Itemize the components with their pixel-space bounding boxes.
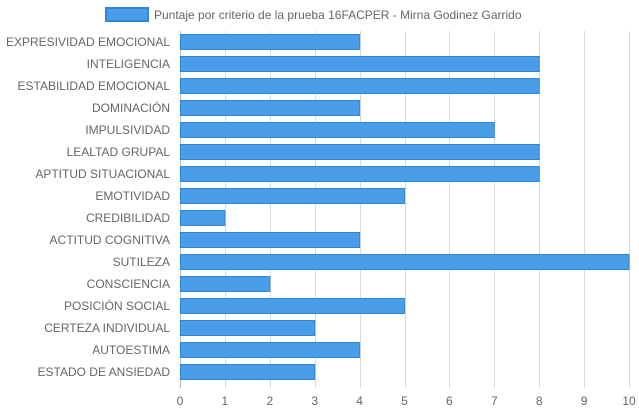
bar-6[interactable] [180, 144, 540, 160]
x-tick-label-0: 0 [177, 394, 184, 408]
bar-9[interactable] [180, 210, 226, 226]
x-tick-label-8: 8 [536, 394, 543, 408]
x-tick-label-6: 6 [446, 394, 453, 408]
y-axis-category-labels: EXPRESIVIDAD EMOCIONAL INTELIGENCIA ESTABI… [6, 35, 170, 379]
category-label-12: CONSCIENCIA [87, 277, 170, 291]
category-label-6: LEALTAD GRUPAL [67, 145, 171, 159]
category-label-13: POSICIÓN SOCIAL [64, 298, 170, 313]
x-tick-label-2: 2 [266, 394, 273, 408]
category-label-4: DOMINACIÓN [92, 100, 170, 115]
category-label-10: ACTITUD COGNITIVA [50, 233, 170, 247]
legend[interactable]: Puntaje por criterio de la prueba 16FACP… [105, 7, 522, 22]
category-label-1: EXPRESIVIDAD EMOCIONAL [6, 35, 170, 49]
bar-13[interactable] [180, 298, 405, 314]
bar-8[interactable] [180, 188, 405, 204]
x-tick-label-3: 3 [311, 394, 318, 408]
category-label-2: INTELIGENCIA [87, 57, 170, 71]
x-tick-label-10: 10 [622, 394, 636, 408]
bar-16[interactable] [180, 364, 316, 380]
legend-label: Puntaje por criterio de la prueba 16FACP… [154, 8, 522, 22]
bar-5[interactable] [180, 122, 495, 138]
category-label-5: IMPULSIVIDAD [85, 123, 170, 137]
legend-swatch [105, 7, 149, 22]
category-label-15: AUTOESTIMA [92, 343, 170, 357]
category-label-8: EMOTIVIDAD [95, 189, 170, 203]
bar-4[interactable] [180, 100, 361, 116]
bars [180, 34, 630, 380]
x-tick-label-9: 9 [581, 394, 588, 408]
bar-7[interactable] [180, 166, 540, 182]
bar-12[interactable] [180, 276, 271, 292]
bar-14[interactable] [180, 320, 316, 336]
bar-10[interactable] [180, 232, 361, 248]
bar-11[interactable] [180, 254, 630, 270]
category-label-16: ESTADO DE ANSIEDAD [38, 365, 171, 379]
bar-2[interactable] [180, 56, 540, 72]
category-label-9: CREDIBILIDAD [86, 211, 170, 225]
x-tick-label-4: 4 [356, 394, 363, 408]
category-label-3: ESTABILIDAD EMOCIONAL [18, 79, 171, 93]
bar-15[interactable] [180, 342, 361, 358]
x-tick-label-1: 1 [222, 394, 229, 408]
bar-3[interactable] [180, 78, 540, 94]
category-label-11: SUTILEZA [113, 255, 170, 269]
x-tick-label-7: 7 [491, 394, 498, 408]
x-axis-ticks: 0 1 2 3 4 5 6 7 8 9 10 [177, 394, 636, 408]
bar-1[interactable] [180, 34, 361, 50]
category-label-14: CERTEZA INDIVIDUAL [44, 321, 170, 335]
x-tick-label-5: 5 [401, 394, 408, 408]
category-label-7: APTITUD SITUACIONAL [35, 167, 170, 181]
